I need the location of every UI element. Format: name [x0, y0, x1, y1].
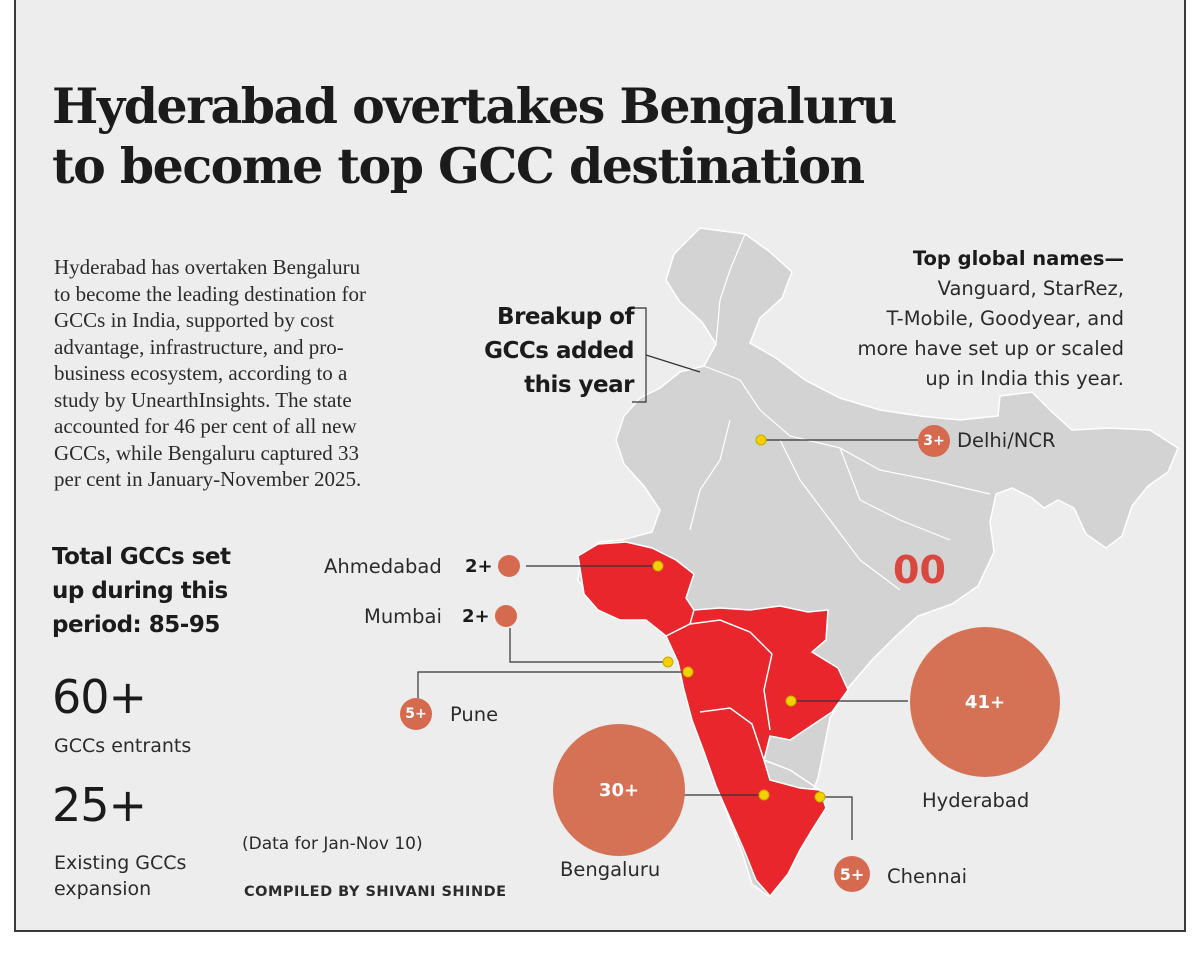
mumbai-count: 2+	[462, 606, 490, 627]
state-borders	[689, 233, 991, 591]
stray-mark: 00	[893, 548, 946, 592]
intro-line: to become the leading destination for	[54, 281, 366, 306]
global-names-line: more have set up or scaled	[857, 337, 1124, 360]
hyderabad-bubble: 41+	[910, 627, 1060, 777]
credit-line: COMPILED BY SHIVANI SHINDE	[244, 884, 507, 900]
mumbai-label: Mumbai	[364, 605, 442, 628]
global-names-line: Vanguard, StarRez,	[937, 277, 1124, 300]
totals-heading-line-1: Total GCCs set	[52, 544, 231, 570]
pune-label: Pune	[450, 703, 499, 726]
intro-line: Hyderabad has overtaken Bengaluru	[54, 255, 361, 279]
totals-heading: Total GCCs set up during this period: 85…	[52, 540, 352, 642]
expansion-value: 25+	[52, 778, 147, 832]
bengaluru-bubble: 30+	[553, 724, 685, 856]
pune-count-badge: 5+	[400, 698, 432, 730]
chennai-count-badge: 5+	[834, 856, 870, 892]
marker-mumbai	[662, 656, 674, 668]
highlighted-state-borders	[665, 609, 821, 791]
intro-line: business ecosystem, according to a	[54, 361, 348, 385]
totals-heading-line-3: period: 85-95	[52, 612, 220, 638]
breakup-line-1: Breakup of	[497, 304, 634, 330]
marker-ahmedabad	[652, 560, 664, 572]
entrants-label: GCCs entrants	[54, 733, 191, 759]
intro-line: GCCs, while Bengaluru captured 33	[54, 440, 360, 465]
intro-line: per cent in January-November 2025.	[54, 467, 362, 491]
delhi-label: Delhi/NCR	[957, 429, 1056, 452]
intro-paragraph: Hyderabad has overtaken Bengaluru to bec…	[54, 254, 474, 493]
marker-pune	[682, 666, 694, 678]
mumbai-dot	[495, 605, 517, 627]
headline-line-2: to become top GCC destination	[52, 137, 865, 195]
ahmedabad-count: 2+	[465, 556, 493, 577]
marker-chennai	[814, 791, 826, 803]
marker-bengaluru	[758, 789, 770, 801]
leader-lines	[417, 307, 918, 840]
ahmedabad-label: Ahmedabad	[324, 555, 442, 578]
entrants-label-text: GCCs entrants	[54, 735, 192, 757]
chennai-label: Chennai	[887, 865, 968, 888]
marker-delhi	[755, 434, 767, 446]
highlighted-states	[577, 541, 849, 898]
city-markers	[652, 434, 826, 803]
marker-hyderabad	[785, 695, 797, 707]
delhi-count-badge: 3+	[918, 425, 950, 457]
headline: Hyderabad overtakes Bengaluru to become …	[52, 76, 1052, 196]
expansion-label: Existing GCCs expansion	[54, 850, 186, 902]
global-names-line: T-Mobile, Goodyear, and	[886, 307, 1124, 330]
expansion-label-line-1: Existing GCCs	[54, 852, 187, 874]
top-global-names: Top global names— Vanguard, StarRez, T-M…	[770, 244, 1124, 394]
totals-heading-line-2: up during this	[52, 578, 228, 604]
breakup-line-2: GCCs added	[484, 338, 634, 364]
breakup-line-3: this year	[524, 372, 634, 398]
global-names-heading: Top global names—	[912, 247, 1124, 270]
bengaluru-label: Bengaluru	[560, 858, 661, 881]
intro-line: study by UnearthInsights. The state	[54, 387, 352, 412]
ahmedabad-dot	[498, 555, 520, 577]
intro-line: accounted for 46 per cent of all new	[54, 414, 357, 438]
hyderabad-label: Hyderabad	[922, 789, 1030, 812]
data-note: (Data for Jan-Nov 10)	[242, 834, 423, 854]
entrants-value: 60+	[52, 670, 147, 724]
intro-line: advantage, infrastructure, and pro-	[54, 334, 344, 359]
intro-line: GCCs in India, supported by cost	[54, 308, 334, 332]
headline-line-1: Hyderabad overtakes Bengaluru	[52, 77, 897, 135]
breakup-label: Breakup of GCCs added this year	[460, 300, 634, 402]
expansion-label-line-2: expansion	[54, 878, 152, 900]
global-names-line: up in India this year.	[925, 367, 1124, 390]
